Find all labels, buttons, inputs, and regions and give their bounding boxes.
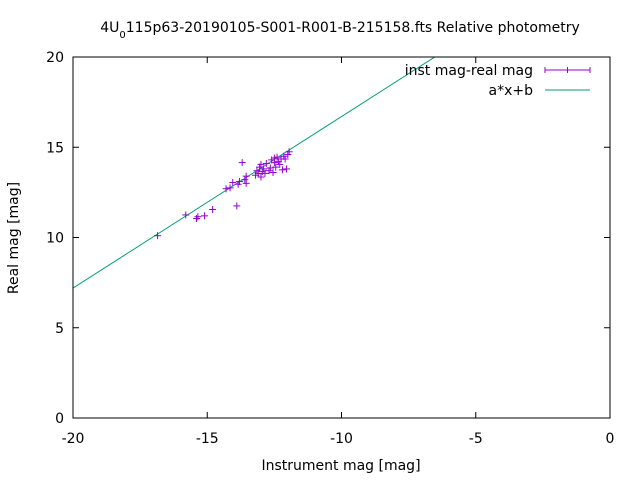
data-point xyxy=(182,211,190,219)
data-point xyxy=(254,169,262,177)
plot-frame xyxy=(72,56,611,419)
chart-title-suffix: 115p63-20190105-S001-R001-B-215158.fts R… xyxy=(126,20,580,36)
data-point xyxy=(285,148,293,156)
data-point xyxy=(226,184,234,192)
x-tick-label: -15 xyxy=(196,431,219,447)
chart-title-subscript: 0 xyxy=(119,30,125,41)
fit-layer xyxy=(73,57,436,289)
legend-label-fit: a*x+b xyxy=(489,83,534,99)
data-point xyxy=(272,163,280,171)
data-point xyxy=(222,185,230,193)
x-axis: -20 -15 -10 -5 0 xyxy=(62,57,615,447)
y-tick-label: 20 xyxy=(46,50,64,66)
data-point xyxy=(266,164,274,172)
legend-key-points xyxy=(544,67,591,73)
data-point xyxy=(257,160,265,168)
data-point xyxy=(194,213,202,221)
y-tick-label: 0 xyxy=(55,411,64,427)
data-point xyxy=(229,178,237,186)
y-axis-label: Real mag [mag] xyxy=(6,182,22,294)
points-layer xyxy=(154,148,293,240)
legend: inst mag-real mag a*x+b xyxy=(405,63,591,99)
x-tick-label: 0 xyxy=(606,431,615,447)
data-point xyxy=(235,178,243,186)
legend-label-inst-mag: inst mag-real mag xyxy=(405,63,533,79)
data-point xyxy=(260,165,268,173)
plot-area: -20 -15 -10 -5 0 0 5 10 15 20 xyxy=(46,50,615,447)
data-point xyxy=(278,166,286,174)
data-point xyxy=(269,169,277,177)
y-tick-label: 15 xyxy=(46,140,64,156)
data-point xyxy=(262,159,270,167)
data-point xyxy=(154,232,162,240)
chart-title-prefix: 4U xyxy=(100,20,119,36)
data-point xyxy=(209,206,217,214)
data-point xyxy=(242,172,250,180)
data-point xyxy=(233,202,241,210)
data-point xyxy=(281,155,289,163)
data-point xyxy=(257,173,265,181)
chart-title: 4U0115p63-20190105-S001-R001-B-215158.ft… xyxy=(100,20,580,41)
data-point xyxy=(276,160,284,168)
data-point xyxy=(193,215,201,223)
y-axis: 0 5 10 15 20 xyxy=(46,50,610,427)
x-axis-label: Instrument mag [mag] xyxy=(261,458,420,474)
data-point xyxy=(238,159,246,167)
data-point xyxy=(242,179,250,187)
fit-line xyxy=(73,57,436,289)
data-point xyxy=(282,165,290,173)
x-tick-label: -5 xyxy=(469,431,483,447)
x-tick-label: -20 xyxy=(62,431,85,447)
data-point xyxy=(241,176,249,184)
y-tick-label: 5 xyxy=(55,321,64,337)
y-tick-label: 10 xyxy=(46,231,64,247)
data-point xyxy=(261,169,269,177)
data-point xyxy=(273,153,281,161)
x-tick-label: -10 xyxy=(330,431,353,447)
data-point xyxy=(201,212,209,220)
